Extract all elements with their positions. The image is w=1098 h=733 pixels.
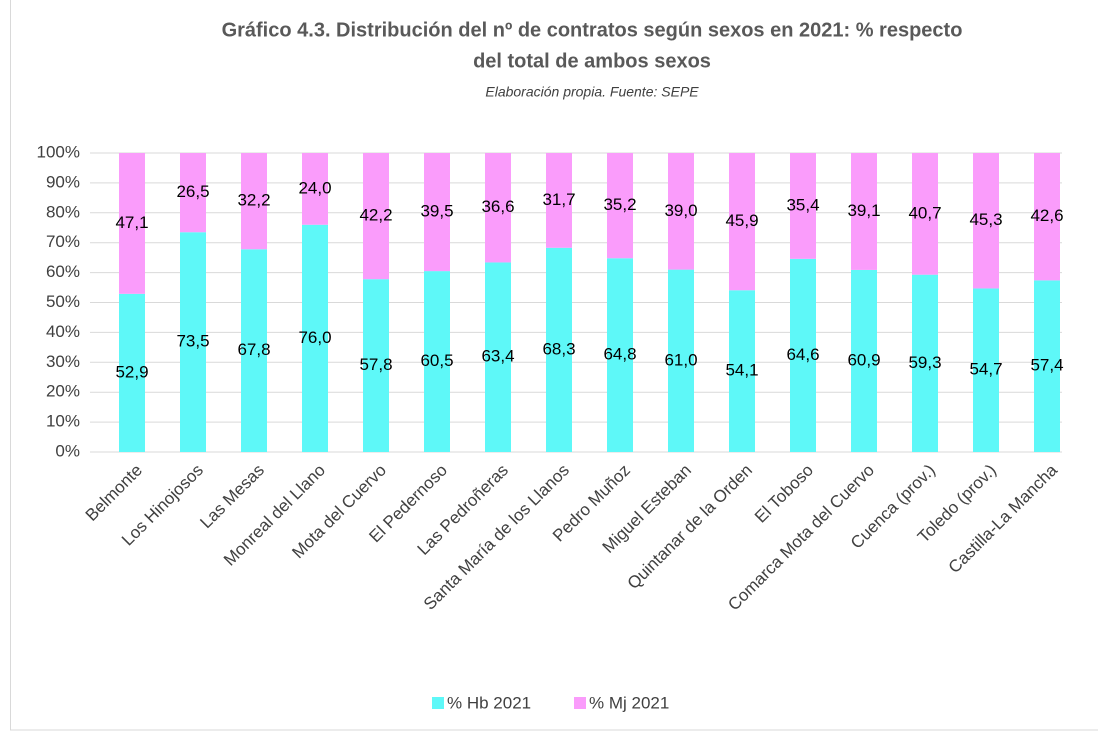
y-tick-label: 20% [46, 382, 80, 401]
x-tick-label: Quintanar de la Orden [624, 461, 756, 593]
data-label: 42,6 [1030, 206, 1063, 225]
data-label: 45,3 [969, 210, 1002, 229]
data-label: 60,9 [847, 350, 880, 369]
data-label: 73,5 [176, 332, 209, 351]
data-label: 61,0 [664, 350, 697, 369]
bar-segment [363, 153, 389, 280]
bar-segment [729, 153, 755, 291]
y-tick-label: 70% [46, 232, 80, 251]
bar-segment [912, 153, 938, 275]
bar-segment [241, 249, 267, 452]
bar-segment [485, 153, 511, 263]
data-label: 40,7 [908, 203, 941, 222]
bar-segment [302, 153, 328, 225]
bar-segment [912, 274, 938, 452]
data-label: 57,4 [1030, 356, 1063, 375]
bar-segment [607, 153, 633, 259]
bar-segment [302, 224, 328, 452]
bar-segment [790, 258, 816, 452]
bar-segment [1034, 280, 1060, 452]
y-tick-label: 90% [46, 172, 80, 191]
legend-label: % Hb 2021 [447, 693, 531, 712]
chart-title: Gráfico 4.3. Distribución del nº de cont… [222, 19, 963, 41]
data-label: 64,6 [786, 345, 819, 364]
chart-title: del total de ambos sexos [473, 50, 711, 72]
y-tick-label: 50% [46, 292, 80, 311]
data-label: 54,7 [969, 360, 1002, 379]
bar-segment [424, 153, 450, 272]
y-tick-label: 100% [37, 142, 80, 161]
x-tick-label: Castilla-La Mancha [945, 460, 1062, 577]
data-label: 39,5 [420, 202, 453, 221]
data-label: 35,2 [603, 195, 636, 214]
data-label: 54,1 [725, 361, 758, 380]
y-tick-label: 10% [46, 412, 80, 431]
data-label: 63,4 [481, 347, 514, 366]
data-label: 42,2 [359, 206, 392, 225]
bar-segment [546, 247, 572, 452]
data-label: 64,8 [603, 345, 636, 364]
bar-segment [851, 153, 877, 270]
bar-segment [119, 153, 145, 294]
data-label: 39,1 [847, 201, 880, 220]
data-label: 57,8 [359, 355, 392, 374]
bar-segment [241, 153, 267, 250]
data-label: 59,3 [908, 353, 941, 372]
y-tick-label: 0% [55, 441, 80, 460]
bar-segment [485, 262, 511, 452]
data-label: 36,6 [481, 197, 514, 216]
data-label: 45,9 [725, 211, 758, 230]
bar-segment [668, 269, 694, 452]
data-label: 60,5 [420, 351, 453, 370]
data-label: 68,3 [542, 339, 575, 358]
bar-segment [790, 153, 816, 259]
legend-swatch [432, 697, 444, 709]
data-label: 67,8 [237, 340, 270, 359]
y-tick-label: 40% [46, 322, 80, 341]
bar-segment [119, 293, 145, 452]
bar-segment [363, 279, 389, 452]
bar-segment [180, 232, 206, 452]
bar-segment [851, 269, 877, 452]
chart-frame [10, 0, 1098, 731]
bar-segment [546, 153, 572, 248]
x-tick-label: Monreal del Llano [220, 461, 329, 570]
data-label: 24,0 [298, 178, 331, 197]
data-label: 26,5 [176, 182, 209, 201]
bar-segment [973, 153, 999, 289]
data-label: 35,4 [786, 195, 819, 214]
bar-segment [668, 153, 694, 270]
y-tick-label: 30% [46, 352, 80, 371]
legend-label: % Mj 2021 [589, 693, 669, 712]
data-label: 47,1 [115, 213, 148, 232]
data-label: 76,0 [298, 328, 331, 347]
x-tick-label: Belmonte [82, 461, 146, 525]
y-tick-label: 80% [46, 202, 80, 221]
data-label: 39,0 [664, 201, 697, 220]
bar-segment [729, 290, 755, 452]
data-label: 31,7 [542, 190, 575, 209]
legend-swatch [574, 697, 586, 709]
chart-subtitle: Elaboración propia. Fuente: SEPE [485, 84, 699, 100]
bar-segment [973, 288, 999, 452]
bar-segment [607, 258, 633, 452]
data-label: 52,9 [115, 362, 148, 381]
bar-segment [424, 271, 450, 452]
y-tick-label: 60% [46, 262, 80, 281]
bar-segment [180, 153, 206, 233]
data-label: 32,2 [237, 191, 270, 210]
bar-segment [1034, 153, 1060, 281]
